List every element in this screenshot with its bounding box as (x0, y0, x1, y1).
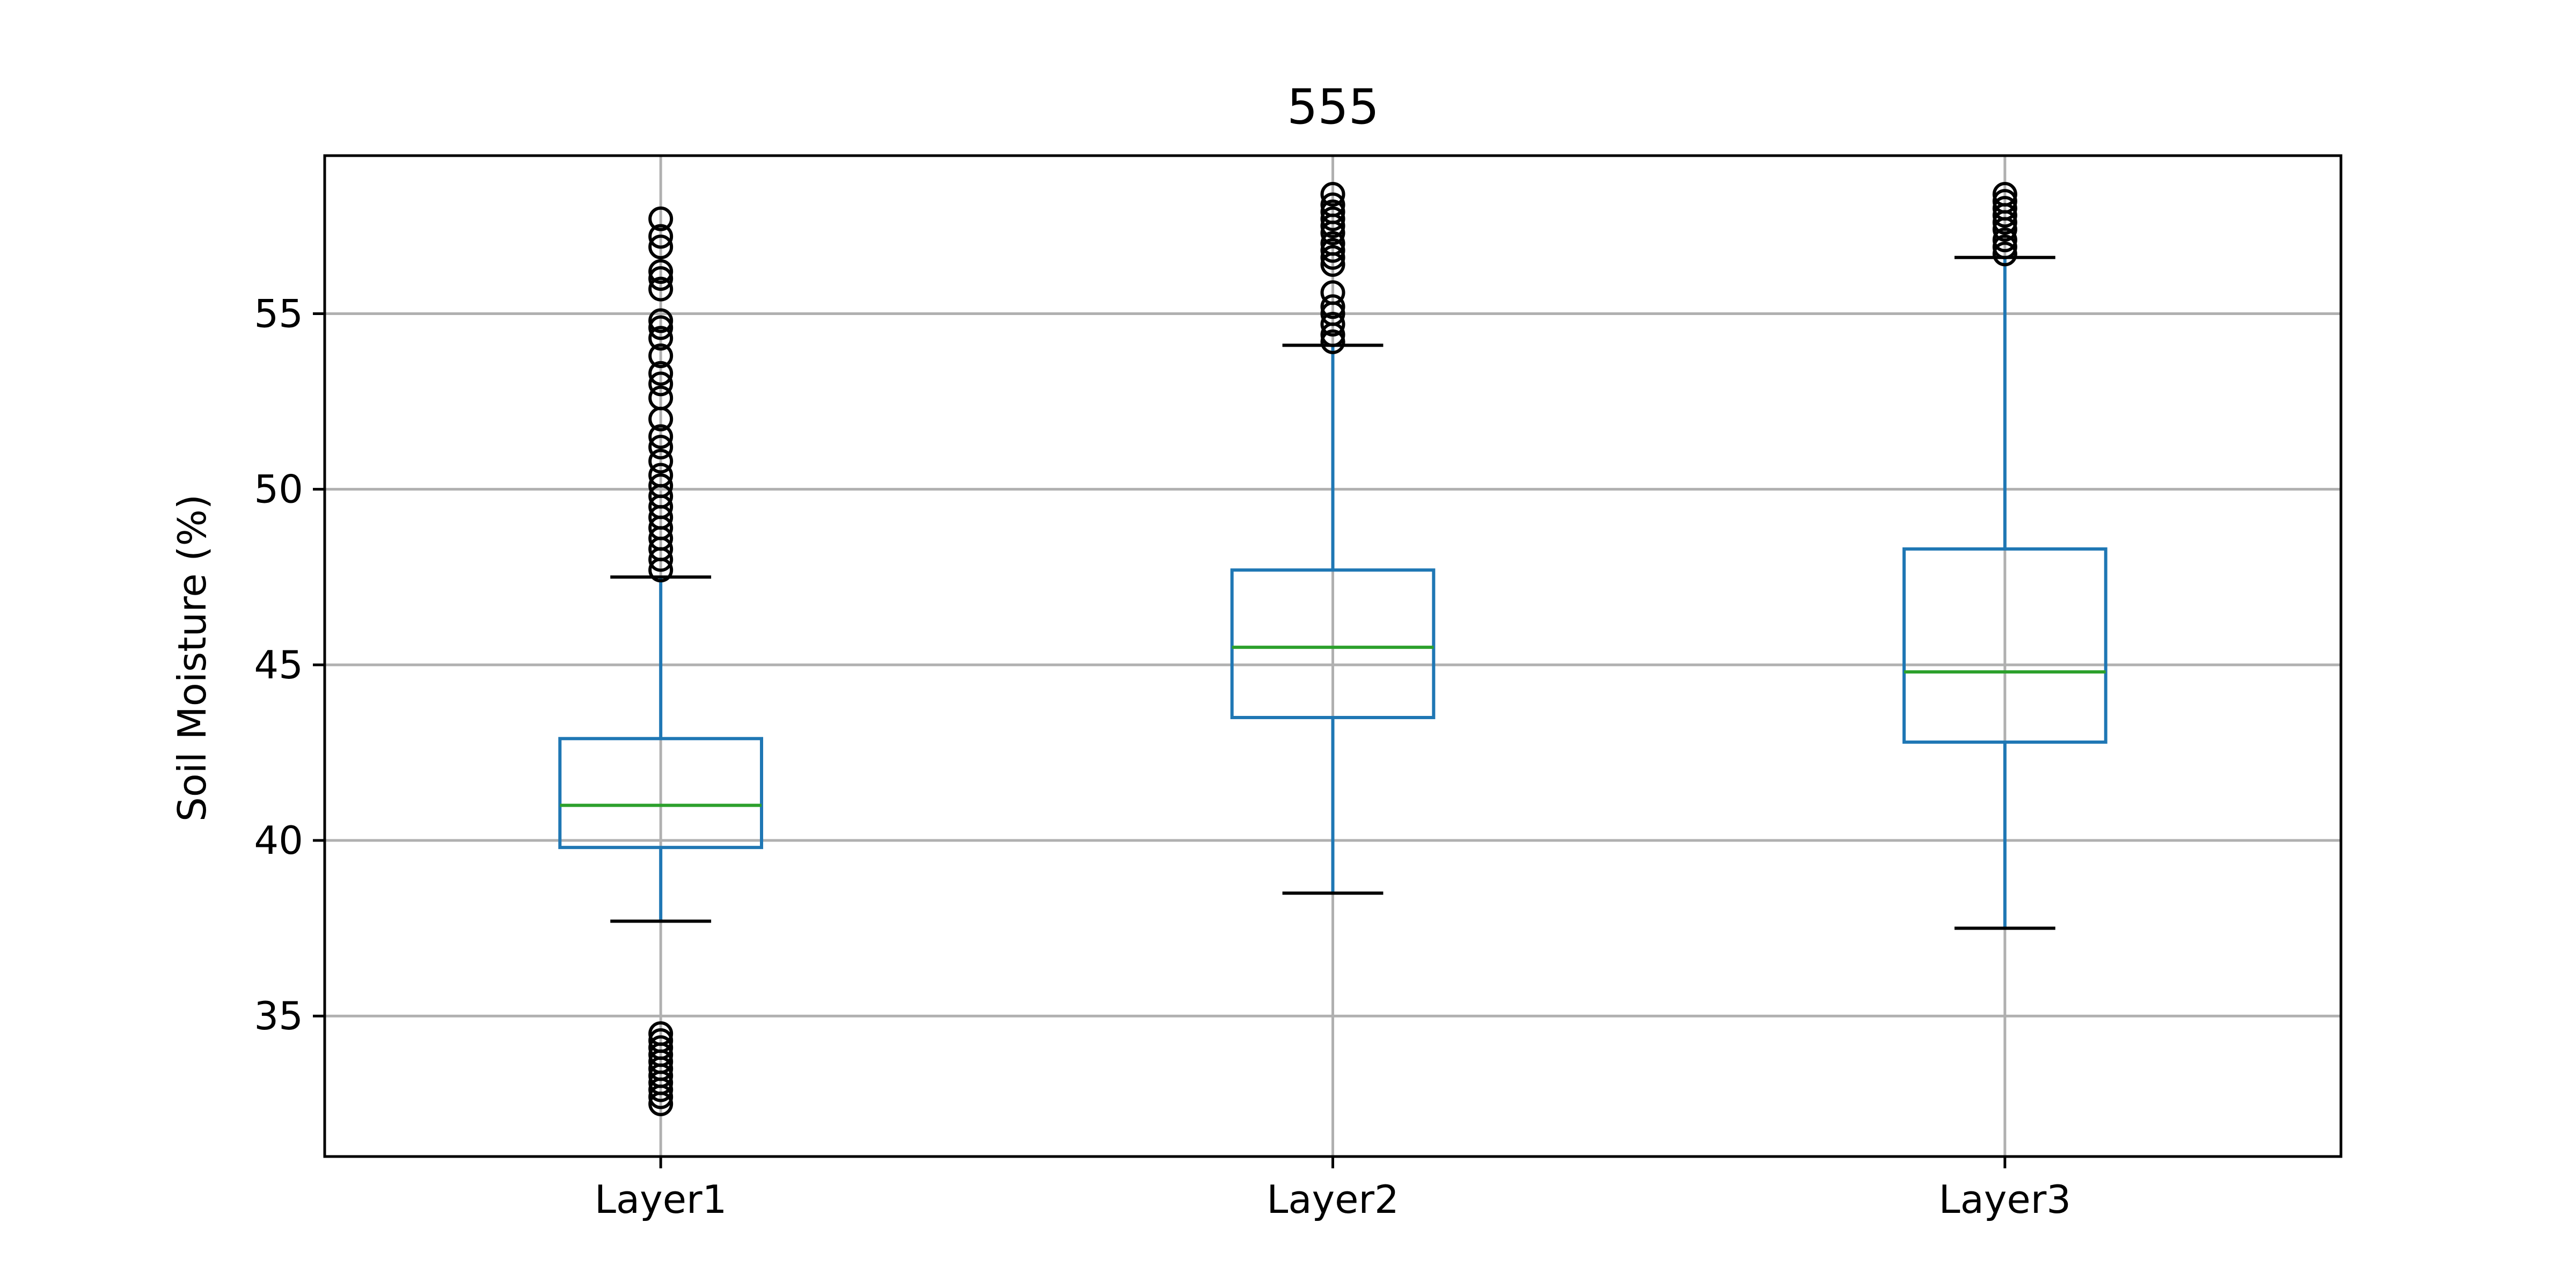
outlier-point (1992, 228, 2017, 253)
outlier-point (648, 206, 674, 231)
outlier-point (648, 424, 674, 449)
outlier-point (648, 1028, 674, 1053)
outlier-point (648, 435, 674, 460)
outlier-point (648, 385, 674, 411)
outlier-point (1320, 329, 1345, 354)
outlier-point (648, 1035, 674, 1060)
outlier-point (1320, 181, 1345, 207)
outlier-point (648, 343, 674, 368)
outlier-point (648, 326, 674, 351)
outlier-point (1992, 181, 2017, 207)
outlier-point (1992, 189, 2017, 214)
x-tick-label: Layer1 (595, 1177, 727, 1222)
box-group-layer1 (558, 206, 764, 1116)
outlier-point (1320, 192, 1345, 217)
outlier-point (648, 224, 674, 249)
outlier-point (648, 235, 674, 260)
outlier-point (648, 259, 674, 284)
outlier-point (648, 1021, 674, 1046)
box-group-layer2 (1230, 181, 1436, 895)
y-tick-label: 50 (254, 467, 303, 512)
outlier-point (648, 449, 674, 474)
x-tick-label: Layer2 (1267, 1177, 1399, 1222)
outlier-point (1320, 231, 1345, 256)
outlier-point (1320, 312, 1345, 337)
outlier-point (1320, 294, 1345, 319)
outlier-point (1320, 238, 1345, 263)
x-tick-label: Layer3 (1939, 1177, 2072, 1222)
outlier-point (1320, 206, 1345, 231)
outlier-point (1992, 241, 2017, 267)
iqr-box (1902, 547, 2107, 744)
box-group-layer3 (1902, 181, 2107, 930)
outlier-point (648, 308, 674, 333)
chart-title: 555 (1287, 79, 1379, 135)
outlier-point (1320, 280, 1345, 305)
outlier-point (1992, 235, 2017, 260)
outlier-point (648, 266, 674, 291)
outlier-point (648, 371, 674, 397)
outlier-point (648, 361, 674, 386)
iqr-box (1230, 568, 1436, 720)
y-axis-label: Soil Moisture (%) (170, 494, 215, 822)
outlier-point (1320, 245, 1345, 270)
outlier-point (1992, 196, 2017, 221)
outlier-point (1320, 199, 1345, 224)
y-tick-label: 45 (254, 642, 303, 687)
outlier-point (648, 473, 674, 499)
boxes (558, 181, 2107, 1116)
y-tick-label: 40 (254, 818, 303, 863)
axes: 35 40 45 50 55 Layer1 Layer2 Layer3 (254, 154, 2343, 1222)
y-tick-label: 35 (254, 993, 303, 1038)
outlier-point (648, 276, 674, 302)
y-tick-label: 55 (254, 291, 303, 336)
outlier-point (648, 463, 674, 488)
iqr-box (558, 737, 764, 850)
outlier-point (648, 315, 674, 340)
